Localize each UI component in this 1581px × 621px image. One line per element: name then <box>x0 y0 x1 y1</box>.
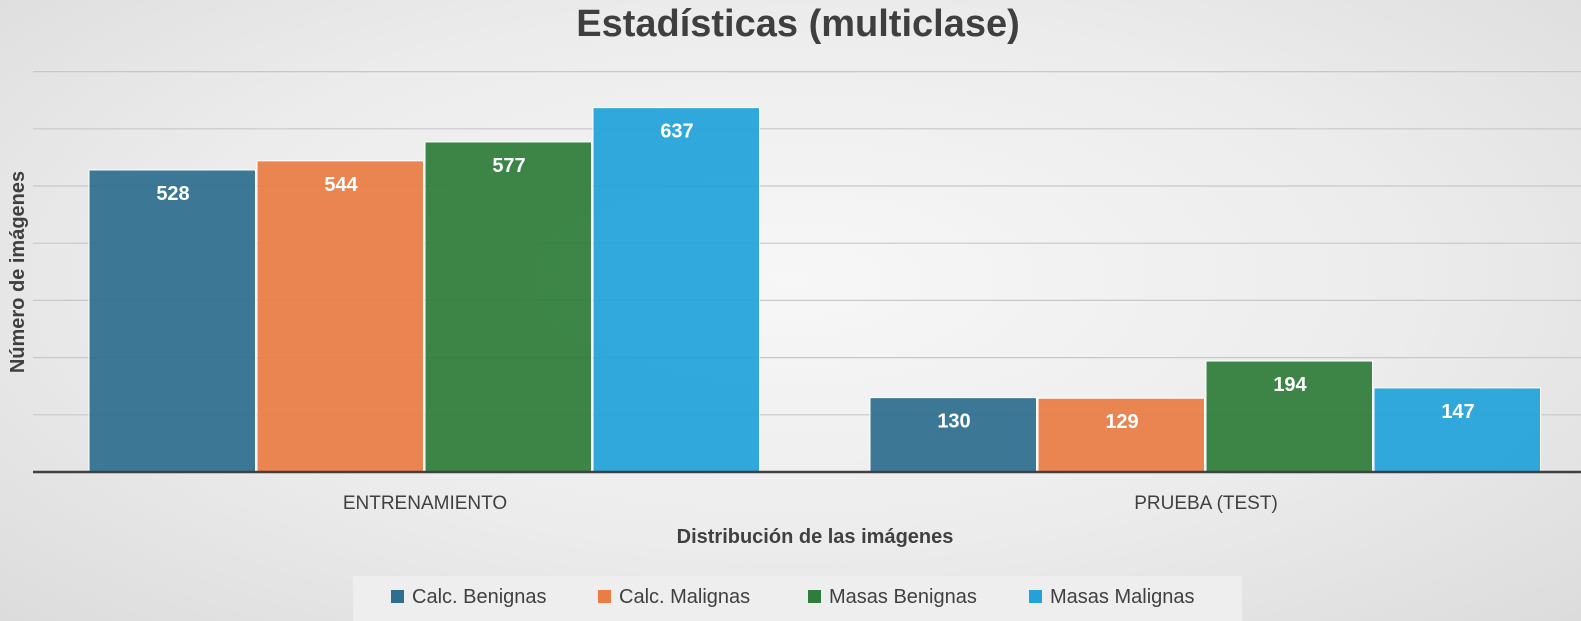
legend-swatch-calc-malignas <box>598 590 611 603</box>
legend-label-calc-benignas: Calc. Benignas <box>412 586 547 608</box>
y-axis-title: Número de imágenes <box>7 171 29 373</box>
data-label: 544 <box>324 174 358 196</box>
category-labels: ENTRENAMIENTO PRUEBA (TEST) <box>343 493 1278 514</box>
legend-label-masas-malignas: Masas Malignas <box>1050 586 1195 608</box>
bar-calc-malignas-prueba <box>1037 397 1205 473</box>
legend-swatch-calc-benignas <box>391 590 404 603</box>
legend-label-masas-benignas: Masas Benignas <box>829 586 977 608</box>
legend-swatch-masas-benignas <box>808 590 821 603</box>
data-label: 637 <box>660 121 693 143</box>
x-axis-title: Distribución de las imágenes <box>677 526 954 548</box>
data-labels: 528 544 577 637 130 129 194 147 <box>156 121 1474 434</box>
bar-calc-malignas-entrenamiento <box>256 160 424 473</box>
data-label: 577 <box>492 155 525 177</box>
bar-calc-benignas-prueba <box>869 397 1037 473</box>
chart-title: Estadísticas (multiclase) <box>576 3 1020 45</box>
bars <box>88 107 1541 473</box>
bar-masas-malignas-entrenamiento <box>592 107 760 473</box>
legend-swatch-masas-malignas <box>1029 590 1042 603</box>
legend: Calc. Benignas Calc. Malignas Masas Benign… <box>391 586 1195 608</box>
data-label: 528 <box>156 183 189 205</box>
data-label: 130 <box>937 411 970 433</box>
data-label: 194 <box>1273 374 1307 396</box>
data-label: 129 <box>1105 411 1138 433</box>
bar-calc-benignas-entrenamiento <box>88 169 256 473</box>
category-label: ENTRENAMIENTO <box>343 493 507 514</box>
bar-masas-benignas-entrenamiento <box>424 141 592 473</box>
legend-label-calc-malignas: Calc. Malignas <box>619 586 750 608</box>
bar-masas-malignas-prueba <box>1373 387 1541 473</box>
data-label: 147 <box>1441 401 1474 423</box>
category-label: PRUEBA (TEST) <box>1134 493 1278 514</box>
legend-background <box>353 576 1242 621</box>
